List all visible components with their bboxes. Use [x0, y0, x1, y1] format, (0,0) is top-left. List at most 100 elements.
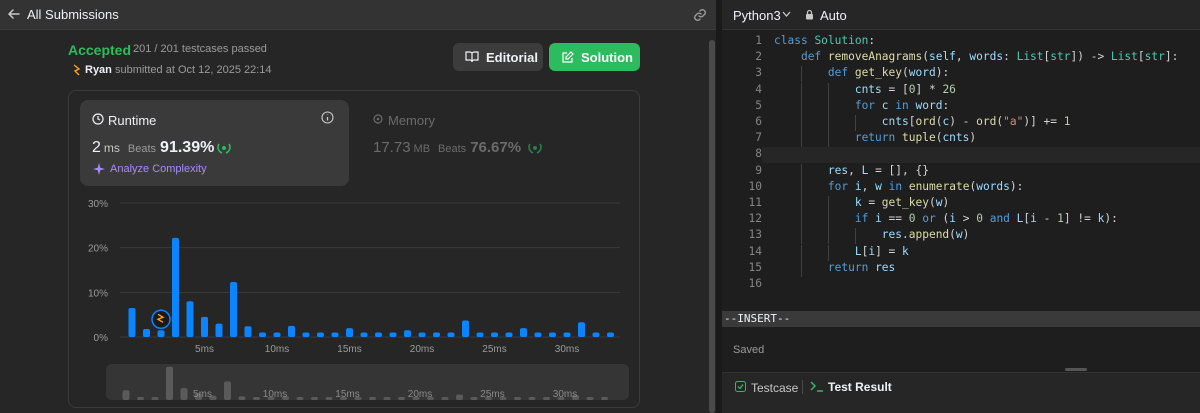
chart-bar[interactable]: [549, 332, 556, 337]
code-line[interactable]: 3 def get_key(word):: [722, 66, 1200, 82]
code-line[interactable]: 10 for i, w in enumerate(words):: [722, 180, 1200, 196]
editorial-button[interactable]: Editorial: [453, 43, 543, 71]
runtime-value-row: 2 ms Beats 91.39%: [92, 139, 214, 157]
code-text: L[i] = k: [854, 244, 909, 258]
code-line[interactable]: 1 class Solution:: [722, 34, 1200, 50]
code-line[interactable]: 16: [722, 277, 1200, 293]
chart-bar[interactable]: [447, 332, 455, 337]
code-line[interactable]: 4 cnts = [0] * 26: [722, 83, 1200, 99]
indent-guide: [855, 228, 856, 245]
indent-guide: [855, 115, 856, 131]
chart-bar[interactable]: [360, 332, 368, 337]
indent-guide: [801, 212, 802, 229]
chart-bar[interactable]: [592, 332, 600, 337]
chart-bar[interactable]: [534, 332, 542, 337]
chart-bar[interactable]: [375, 332, 382, 337]
solution-button[interactable]: Solution: [549, 43, 640, 71]
code-area[interactable]: 1 class Solution: 2 def removeAnagrams(sel…: [722, 34, 1200, 304]
all-submissions-link[interactable]: All Submissions: [27, 7, 119, 22]
chart-bar[interactable]: [302, 332, 310, 337]
arrow-left-icon[interactable]: [7, 7, 21, 21]
submission-topbar: All Submissions: [0, 0, 716, 30]
runtime-tab[interactable]: [80, 100, 349, 186]
mini-bar: [543, 397, 550, 400]
mini-bar: [398, 397, 405, 400]
code-line[interactable]: 11 k = get_key(w): [722, 196, 1200, 212]
y-tick-label: 10%: [88, 288, 108, 299]
x-tick-label: 30ms: [555, 344, 579, 355]
chart-bar[interactable]: [230, 282, 237, 337]
chart-bar[interactable]: [215, 323, 223, 337]
chart-bar[interactable]: [317, 332, 324, 337]
chevron-down-icon[interactable]: [782, 11, 791, 18]
code-text: def get_key(word):: [827, 66, 950, 80]
code-line[interactable]: 8: [722, 147, 1200, 163]
chart-bar[interactable]: [273, 332, 281, 337]
runtime-distribution-chart[interactable]: 30% 20% 10% 0% 5ms 10ms 15ms 20ms 25ms 30ms: [80, 195, 630, 360]
indent-guide: [801, 244, 802, 261]
y-tick-label: 30%: [88, 199, 108, 210]
chart-bar[interactable]: [201, 316, 208, 337]
code-line[interactable]: 6 cnts[ord(c) - ord("a")] += 1: [722, 115, 1200, 131]
chart-bar[interactable]: [346, 328, 353, 337]
link-icon[interactable]: [692, 7, 708, 23]
chart-bar[interactable]: [157, 330, 165, 337]
your-submission-marker[interactable]: [151, 309, 171, 330]
chart-bar[interactable]: [404, 330, 411, 337]
info-icon[interactable]: [321, 111, 334, 124]
code-line[interactable]: 13 res.append(w): [722, 228, 1200, 244]
auto-mode-label[interactable]: Auto: [820, 8, 847, 23]
chart-bar[interactable]: [607, 332, 614, 337]
runtime-value: 2: [92, 139, 101, 156]
chart-bar[interactable]: [418, 332, 426, 337]
chart-bar[interactable]: [520, 328, 527, 337]
chart-bar[interactable]: [288, 325, 295, 337]
chart-bar[interactable]: [331, 332, 339, 337]
username[interactable]: Ryan: [85, 64, 112, 76]
code-line[interactable]: 12 if i == 0 or (i > 0 and L[i - 1] != k…: [722, 212, 1200, 228]
chart-bar[interactable]: [259, 332, 266, 337]
memory-tab[interactable]: Memory: [388, 113, 435, 128]
chart-bar[interactable]: [186, 301, 194, 337]
chart-bar[interactable]: [143, 328, 150, 337]
code-line[interactable]: 7 return tuple(cnts): [722, 131, 1200, 147]
chart-bar[interactable]: [433, 332, 440, 337]
chart-bar[interactable]: [128, 307, 136, 337]
chart-bar[interactable]: [462, 320, 469, 337]
code-line[interactable]: 15 return res: [722, 261, 1200, 277]
indent-guide: [801, 228, 802, 245]
chart-range-navigator[interactable]: 5ms 10ms 15ms 20ms 25ms 30ms: [106, 364, 629, 400]
mini-bar: [470, 397, 478, 400]
chart-bar[interactable]: [244, 326, 252, 337]
mini-x-tick-label: 10ms: [263, 389, 287, 400]
chart-bar[interactable]: [491, 332, 498, 337]
language-select[interactable]: Python3: [733, 8, 781, 23]
chart-bar[interactable]: [389, 332, 397, 337]
chart-bar[interactable]: [172, 237, 179, 337]
code-line[interactable]: 9 res, L = [], {}: [722, 164, 1200, 180]
resize-handle[interactable]: [1065, 368, 1087, 371]
indent-guide: [801, 179, 802, 196]
chart-bar[interactable]: [505, 332, 513, 337]
mini-bar: [195, 393, 202, 400]
chart-bar[interactable]: [563, 332, 571, 337]
chart-bar[interactable]: [476, 332, 484, 337]
line-number: 13: [748, 228, 762, 242]
code-line[interactable]: 2 def removeAnagrams(self, words: List[s…: [722, 50, 1200, 66]
left-scrollbar[interactable]: [709, 40, 715, 413]
code-line[interactable]: 14 L[i] = k: [722, 245, 1200, 261]
memory-value: 17.73: [373, 139, 411, 156]
edit-icon: [562, 50, 574, 63]
x-tick-label: 15ms: [337, 344, 361, 355]
code-line[interactable]: 5 for c in word:: [722, 99, 1200, 115]
mini-bar: [586, 397, 594, 400]
line-number: 9: [755, 163, 762, 177]
chart-bar[interactable]: [578, 322, 585, 337]
memory-icon: [373, 114, 383, 124]
analyze-complexity-link[interactable]: Analyze Complexity: [110, 163, 207, 175]
tab-testcase[interactable]: Testcase: [751, 381, 799, 395]
indent-guide: [828, 228, 829, 245]
line-number: 4: [755, 82, 762, 96]
tab-test-result[interactable]: Test Result: [828, 380, 892, 394]
